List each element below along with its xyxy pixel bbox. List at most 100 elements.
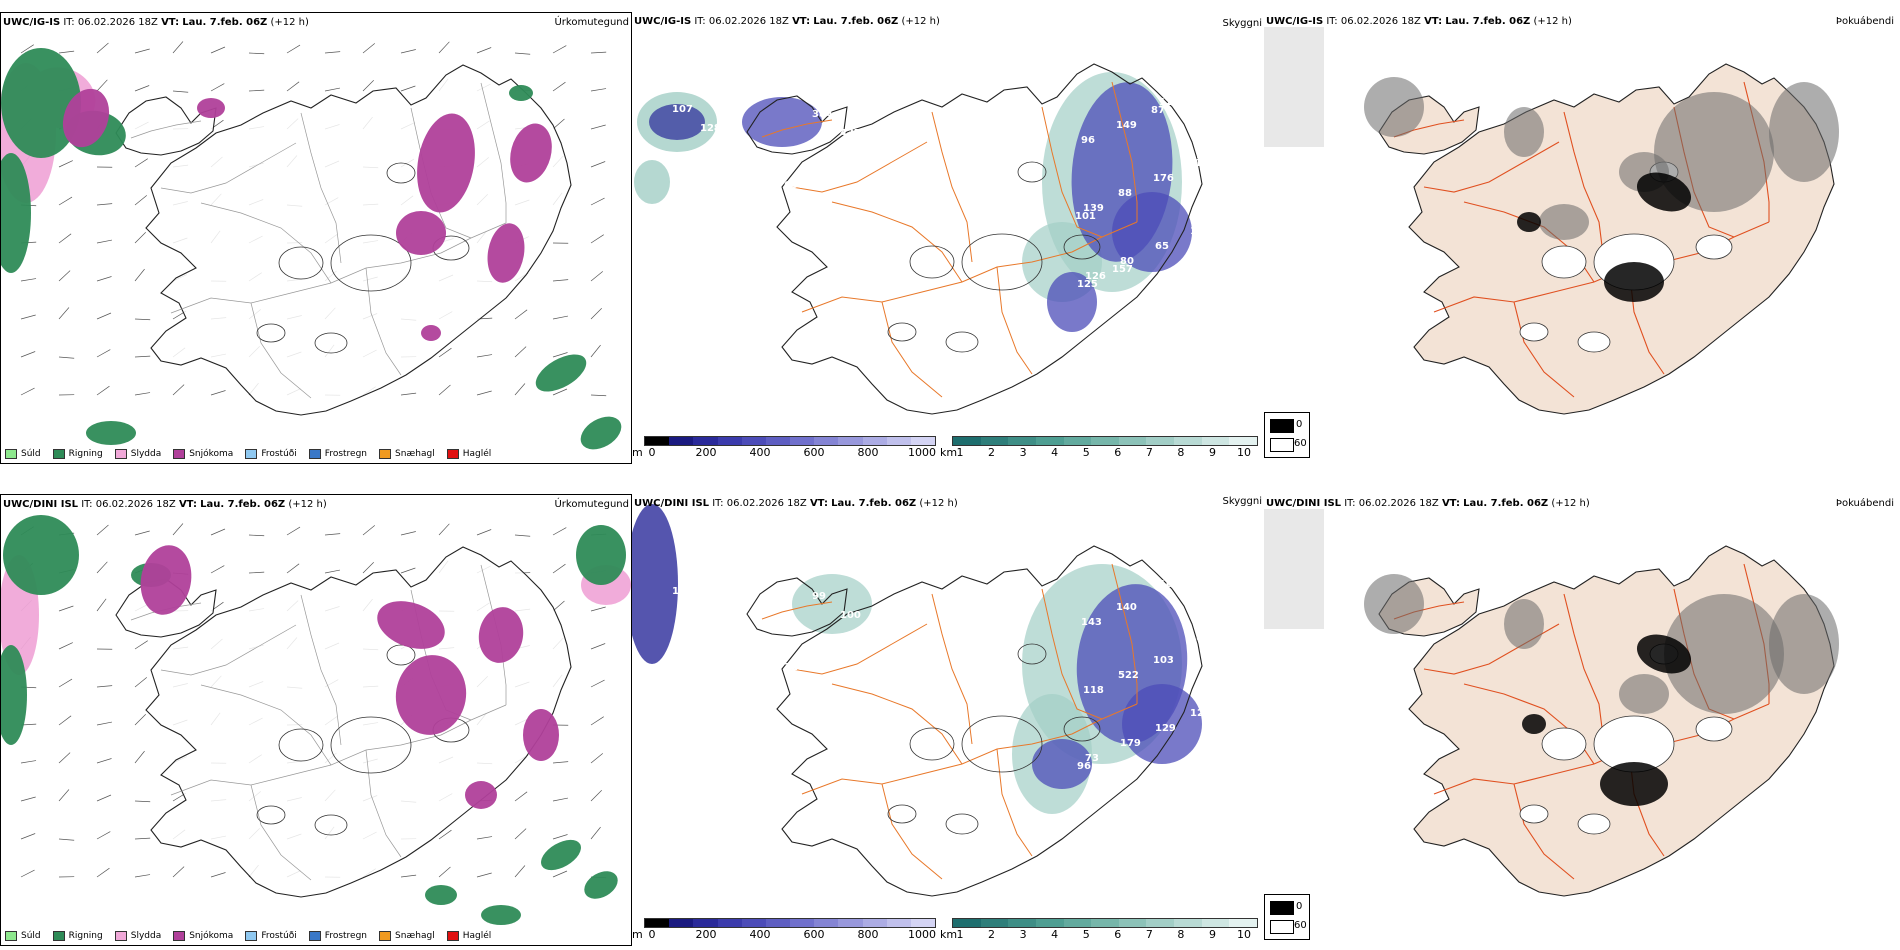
height-value-label: 437 <box>840 128 861 139</box>
colorbar-bin <box>1035 919 1064 927</box>
lead-time: (+12 h) <box>1551 498 1590 509</box>
colorbar-bin <box>1174 437 1202 445</box>
height-value-label: 99 <box>868 629 882 640</box>
colorbar-bin <box>1201 437 1230 445</box>
vt-value: Lau. 7.feb. 06Z <box>200 499 286 510</box>
colorbar-tick: 1 <box>956 446 964 459</box>
model-name: UWC/DINI ISL <box>3 499 79 510</box>
precip-legend-item: Haglél <box>446 449 491 459</box>
height-value-label: 85 <box>1079 829 1093 840</box>
colorbar-bin <box>765 919 791 927</box>
colorbar-bin <box>1118 437 1147 445</box>
colorbar-bin <box>669 437 694 445</box>
precip-legend-label: Snæhagl <box>395 931 435 941</box>
precip-legend-label: Slydda <box>130 931 162 941</box>
height-value-label: 157 <box>1112 264 1133 275</box>
vt-label: VT: <box>178 499 197 510</box>
height-value-label: 73 <box>1085 753 1099 764</box>
precip-legend-swatch <box>379 931 392 941</box>
colorbar-tick: 10 <box>1237 446 1251 459</box>
panel-title: UWC/IG-IS IT: 06.02.2026 18Z VT: Lau. 7.… <box>3 17 309 28</box>
colorbar-bin <box>1008 437 1036 445</box>
height-value-label: 118 <box>1083 685 1104 696</box>
fog-colorbar: 0 60 <box>1264 894 1310 940</box>
height-value-label: 186 <box>756 643 777 654</box>
precip-type-panel-bottom: UWC/DINI ISL IT: 06.02.2026 18Z VT: Lau.… <box>0 494 632 946</box>
fog-indicator-panel-top: UWC/IG-IS IT: 06.02.2026 18Z VT: Lau. 7.… <box>1264 12 1900 464</box>
fog-max-label: 60 <box>1294 920 1307 931</box>
fog-min-label: 0 <box>1296 419 1303 430</box>
colorbar-tick: 2 <box>988 446 996 459</box>
colorbar-tick: 6 <box>1114 928 1122 941</box>
height-value-label: 139 <box>1083 203 1104 214</box>
it-value: 06.02.2026 18Z <box>1340 16 1421 27</box>
precip-legend-swatch <box>5 931 17 941</box>
panel-type-label: Þokuábendi <box>1835 498 1894 509</box>
height-value-label: 186 <box>1157 791 1178 802</box>
colorbar-bin <box>1229 919 1258 927</box>
colorbar-bin <box>645 919 670 927</box>
vt-value: Lau. 7.feb. 06Z <box>1463 498 1549 509</box>
precip-type-legend: Súld Rigning Slydda Snjókoma Frostúði Frostre… <box>5 449 491 459</box>
height-value-label: 182 <box>728 624 749 635</box>
colorbar-tick: 4 <box>1051 928 1059 941</box>
height-value-label: 138 <box>1190 226 1211 237</box>
colorbar-tick: 9 <box>1208 446 1216 459</box>
precip-type-legend: Súld Rigning Slydda Snjókoma Frostúði Frostre… <box>5 931 491 941</box>
colorbar-strip <box>952 436 1258 446</box>
visibility-map: 1071281255776303844377415612614412510113… <box>634 63 1219 415</box>
model-name: UWC/IG-IS <box>634 16 692 27</box>
colorbar-bin <box>980 437 1009 445</box>
visibility-colorbar: km 1 2 3 4 5 6 7 8 9 10 <box>940 918 1260 942</box>
height-value-label: 74 <box>868 147 882 158</box>
precip-legend-label: Rigning <box>68 449 103 459</box>
height-value-label: 65 <box>1155 241 1169 252</box>
vt-label: VT: <box>809 498 828 509</box>
colorbar-tick: 3 <box>1019 446 1027 459</box>
colorbar-bin <box>717 437 742 445</box>
colorbar-bin <box>1229 437 1258 445</box>
colorbar-tick: 10 <box>1237 928 1251 941</box>
it-label: IT: <box>1344 498 1356 509</box>
height-value-label: 384 <box>812 109 833 120</box>
model-name: UWC/IG-IS <box>1266 16 1324 27</box>
lead-time: (+12 h) <box>270 17 309 28</box>
precip-legend-label: Slydda <box>130 449 162 459</box>
height-value-label: 125 <box>1159 97 1180 108</box>
precip-legend-swatch <box>308 931 321 941</box>
height-value-label: 108 <box>1159 579 1180 590</box>
colorbar-tick: 400 <box>749 928 771 941</box>
precip-legend-label: Haglél <box>462 931 492 941</box>
colorbar-tick: 5 <box>1082 446 1090 459</box>
model-name: UWC/IG-IS <box>3 17 61 28</box>
precip-legend-swatch <box>114 931 127 941</box>
colorbar-bin <box>1146 437 1175 445</box>
visibility-panel-top: UWC/IG-IS IT: 06.02.2026 18Z VT: Lau. 7.… <box>632 12 1264 464</box>
height-value-label: 140 <box>1116 602 1137 613</box>
height-value-label: 128 <box>700 123 721 134</box>
colorbar-bin <box>790 919 815 927</box>
precip-legend-label: Snjókoma <box>189 931 234 941</box>
colorbar-bin <box>814 919 839 927</box>
vt-label: VT: <box>1441 498 1460 509</box>
height-value-label: 59 <box>1114 814 1128 825</box>
height-value-label: 121 <box>1190 708 1211 719</box>
precip-legend-label: Snjókoma <box>189 449 234 459</box>
height-value-label: 107 <box>672 104 693 115</box>
panel-type-label: Skyggni <box>1222 496 1262 507</box>
visibility-panel-bottom: UWC/DINI ISL IT: 06.02.2026 18Z VT: Lau.… <box>632 494 1264 946</box>
height-value-label: 121 <box>672 586 693 597</box>
panel-title: UWC/DINI ISL IT: 06.02.2026 18Z VT: Lau.… <box>3 499 327 510</box>
precip-legend-swatch <box>446 931 459 941</box>
it-value: 06.02.2026 18Z <box>1358 498 1439 509</box>
model-name: UWC/DINI ISL <box>1266 498 1342 509</box>
colorbar-bin <box>693 437 718 445</box>
precip-legend-label: Frostregn <box>324 449 368 459</box>
colorbar-bin <box>1091 437 1119 445</box>
height-value-label: 100 <box>1114 332 1135 343</box>
precip-legend-swatch <box>114 449 127 459</box>
height-value-label: 80 <box>1120 256 1134 267</box>
vt-value: Lau. 7.feb. 06Z <box>1445 16 1531 27</box>
it-label: IT: <box>712 498 724 509</box>
precip-legend-label: Súld <box>21 931 41 941</box>
